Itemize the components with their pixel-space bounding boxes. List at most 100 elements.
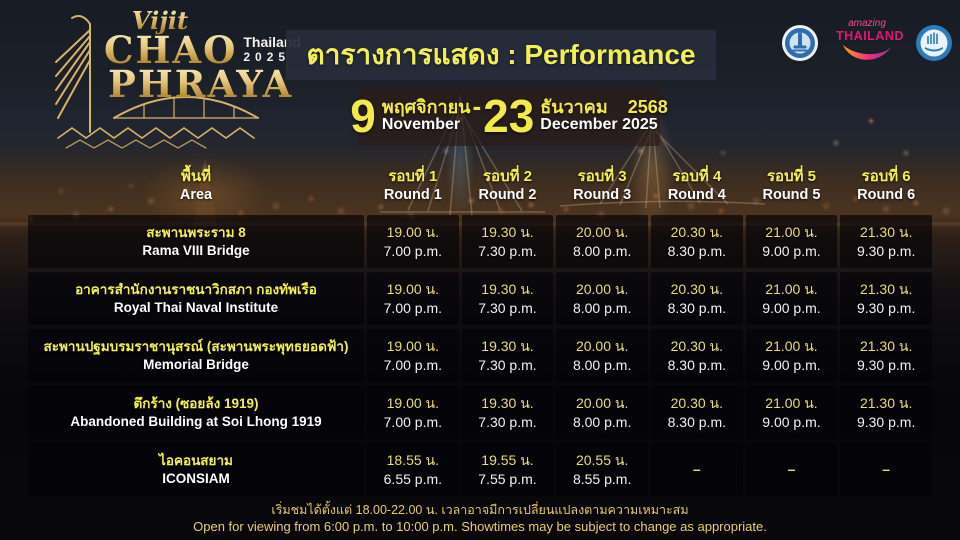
amazing-thailand-logo: amazing THAILAND bbox=[836, 18, 904, 71]
tourism-authority-of-thailand-seal-icon bbox=[915, 24, 953, 67]
time-en: 8.00 p.m. bbox=[572, 299, 632, 316]
area-header-en: Area bbox=[179, 187, 213, 204]
time-cell: 18.55 น. 6.55 p.m. bbox=[367, 443, 459, 496]
time-th: 20.30 น. bbox=[670, 224, 724, 241]
time-th: 21.30 น. bbox=[859, 395, 913, 412]
round-1-th: รอบที่ 1 bbox=[388, 167, 438, 185]
area-th: ตึกร้าง (ซอยล้ง 1919) bbox=[133, 395, 259, 411]
time-th: 20.30 น. bbox=[670, 338, 724, 355]
time-cell: 20.55 น. 8.55 p.m. bbox=[556, 443, 648, 496]
page-title-band: ตารางการแสดง : Performance bbox=[286, 30, 716, 80]
time-cell: 20.30 น. 8.30 p.m. bbox=[650, 329, 743, 382]
round-3-th: รอบที่ 3 bbox=[577, 167, 627, 185]
time-th: 21.00 น. bbox=[765, 395, 818, 412]
time-th: 19.30 น. bbox=[481, 395, 534, 412]
area-en: Memorial Bridge bbox=[143, 356, 249, 372]
time-cell: 21.00 น. 9.00 p.m. bbox=[745, 329, 838, 382]
schedule-table: พื้นที่ Area รอบที่ 1 Round 1 รอบที่ 2 R… bbox=[28, 161, 932, 496]
time-cell: 20.30 น. 8.30 p.m. bbox=[650, 215, 743, 268]
time-en: 9.30 p.m. bbox=[856, 413, 916, 430]
area-en: Abandoned Building at Soi Lhong 1919 bbox=[70, 413, 322, 429]
area-en: Royal Thai Naval Institute bbox=[113, 299, 279, 315]
end-month-th: ธันวาคม bbox=[540, 97, 608, 118]
time-th: 19.00 น. bbox=[386, 395, 440, 412]
area-cell-memorial-bridge: สะพานปฐมบรมราชานุสรณ์ (สะพานพระพุทธยอดฟ้… bbox=[28, 329, 364, 382]
time-th: 19.55 น. bbox=[481, 452, 534, 469]
round-6-en: Round 6 bbox=[857, 187, 916, 204]
time-cell: 19.00 น. 7.00 p.m. bbox=[367, 272, 459, 325]
round-4-th: รอบที่ 4 bbox=[672, 167, 722, 185]
time-th: 20.00 น. bbox=[575, 338, 629, 355]
round-2-en: Round 2 bbox=[478, 187, 537, 204]
end-year-en: 2025 bbox=[622, 116, 658, 134]
time-cell: 19.30 น. 7.30 p.m. bbox=[461, 386, 554, 439]
time-en: 9.30 p.m. bbox=[856, 299, 916, 316]
time-en: 6.55 p.m. bbox=[383, 470, 443, 487]
time-cell: 21.30 น. 9.30 p.m. bbox=[840, 386, 932, 439]
time-th: 21.00 น. bbox=[765, 281, 818, 298]
time-en: 8.30 p.m. bbox=[667, 299, 726, 316]
amazing-label: amazing bbox=[848, 18, 886, 29]
date-separator: - bbox=[472, 90, 482, 121]
time-en: 8.00 p.m. bbox=[572, 242, 632, 259]
time-en: 7.30 p.m. bbox=[478, 299, 537, 316]
thailand-label: THAILAND bbox=[836, 29, 904, 43]
time-cell: 21.00 น. 9.00 p.m. bbox=[745, 386, 838, 439]
time-cell: 20.00 น. 8.00 p.m. bbox=[556, 329, 648, 382]
time-th: 19.30 น. bbox=[481, 338, 534, 355]
time-th: 21.30 น. bbox=[859, 281, 913, 298]
logo-word-chao: CHAO bbox=[104, 28, 238, 72]
time-en: 7.00 p.m. bbox=[383, 242, 443, 259]
area-cell-rama-viii-bridge: สะพานพระราม 8 Rama VIII Bridge bbox=[28, 215, 364, 268]
amazing-smile-swoosh-icon bbox=[843, 45, 892, 60]
round-2-th: รอบที่ 2 bbox=[483, 167, 532, 185]
time-th: 20.30 น. bbox=[670, 395, 724, 412]
time-th: 21.30 น. bbox=[859, 224, 913, 241]
end-day: 23 bbox=[483, 90, 535, 142]
time-en: 7.55 p.m. bbox=[478, 470, 537, 487]
time-cell-no-show: – bbox=[745, 443, 838, 496]
time-th: 20.00 น. bbox=[575, 395, 629, 412]
time-cell: 21.30 น. 9.30 p.m. bbox=[840, 215, 932, 268]
time-th: 19.30 น. bbox=[481, 224, 534, 241]
area-th: สะพานปฐมบรมราชานุสรณ์ (สะพานพระพุทธยอดฟ้… bbox=[43, 338, 349, 354]
round-1-en: Round 1 bbox=[383, 187, 442, 204]
no-show-dash: – bbox=[882, 461, 891, 478]
time-th: 21.00 น. bbox=[765, 338, 818, 355]
page-title: ตารางการแสดง : Performance bbox=[306, 39, 696, 70]
column-header-round-3: รอบที่ 3 Round 3 bbox=[556, 161, 648, 211]
ministry-of-tourism-seal-icon bbox=[781, 24, 819, 67]
viewing-note-en: Open for viewing from 6:00 p.m. to 10:00… bbox=[193, 518, 767, 534]
logo-script-word: Vijit bbox=[52, 6, 268, 35]
viewing-note: เริ่มชมได้ตั้งแต่ 18.00-22.00 น. เวลาอาจ… bbox=[0, 503, 960, 535]
time-en: 8.55 p.m. bbox=[572, 470, 632, 487]
event-logo: Vijit CHAO Thailand 2025 PHRAYA bbox=[52, 4, 301, 156]
start-month-th: พฤศจิกายน bbox=[381, 97, 471, 118]
time-th: 19.30 น. bbox=[481, 281, 534, 298]
time-en: 7.30 p.m. bbox=[478, 413, 537, 430]
time-th: 20.30 น. bbox=[670, 281, 724, 298]
area-cell-abandoned-building-soi-lhong-1919: ตึกร้าง (ซอยล้ง 1919) Abandoned Building… bbox=[28, 386, 364, 439]
time-en: 9.00 p.m. bbox=[762, 299, 821, 316]
time-en: 9.30 p.m. bbox=[856, 356, 916, 373]
logo-bridge-art bbox=[55, 15, 259, 149]
area-en: ICONSIAM bbox=[162, 470, 230, 486]
logo-year-label: 2025 bbox=[243, 50, 291, 65]
time-en: 9.30 p.m. bbox=[856, 242, 916, 259]
time-cell: 19.00 น. 7.00 p.m. bbox=[367, 329, 459, 382]
time-cell: 19.00 น. 7.00 p.m. bbox=[367, 215, 459, 268]
time-th: 21.30 น. bbox=[859, 338, 913, 355]
time-cell-no-show: – bbox=[650, 443, 743, 496]
time-th: 19.00 น. bbox=[386, 338, 440, 355]
time-en: 9.00 p.m. bbox=[762, 356, 821, 373]
time-cell: 21.00 น. 9.00 p.m. bbox=[745, 215, 838, 268]
column-header-round-4: รอบที่ 4 Round 4 bbox=[651, 161, 743, 211]
time-en: 7.00 p.m. bbox=[383, 413, 443, 430]
time-cell: 20.00 น. 8.00 p.m. bbox=[556, 272, 648, 325]
end-month-en: December bbox=[540, 116, 618, 134]
column-header-round-5: รอบที่ 5 Round 5 bbox=[746, 161, 838, 211]
round-4-en: Round 4 bbox=[667, 187, 726, 204]
time-en: 8.30 p.m. bbox=[667, 242, 726, 259]
date-range: 9 พฤศจิกายน November - 23 ธันวาคม 2568 De… bbox=[350, 86, 668, 146]
